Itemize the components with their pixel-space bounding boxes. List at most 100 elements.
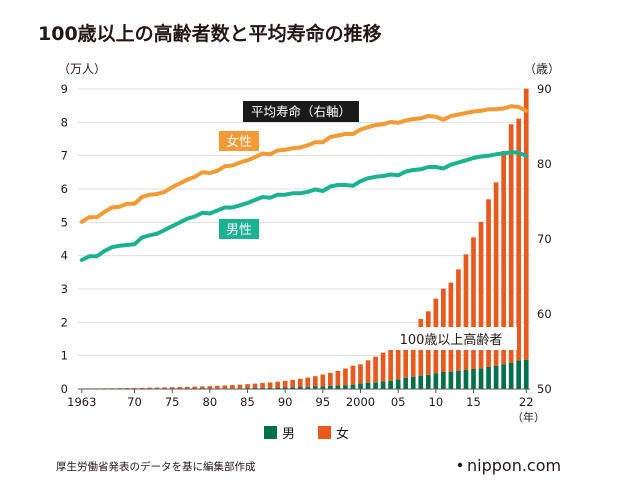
- bar-female: [350, 365, 356, 385]
- bar-female: [132, 387, 137, 389]
- bar-female: [267, 382, 273, 388]
- bar-female: [169, 387, 175, 389]
- bar-female: [207, 386, 213, 389]
- bar-male: [486, 367, 491, 389]
- bar-male: [403, 377, 409, 389]
- bar-male: [501, 364, 506, 389]
- bar-male: [350, 384, 356, 389]
- female-label-bg: [219, 131, 259, 151]
- bar-male: [441, 372, 446, 389]
- x-tick-label: 85: [240, 395, 255, 409]
- brand-logo: nippon.com: [467, 456, 561, 475]
- bar-female: [403, 334, 409, 378]
- bar-male: [282, 387, 288, 389]
- bar-female: [508, 124, 514, 363]
- x-axis: 1963 70 75 80 85 90 95 2000 05 10 15 22: [67, 389, 534, 409]
- male-label-bg: [219, 219, 259, 239]
- bar-female: [192, 386, 198, 389]
- left-axis-unit: （万人）: [58, 62, 106, 76]
- bar-female: [162, 387, 167, 389]
- bar-female: [523, 88, 529, 360]
- bar-female: [184, 386, 190, 389]
- bar-male: [343, 385, 348, 389]
- bar-female: [456, 269, 461, 371]
- male-label: 男性: [226, 223, 252, 238]
- bar-male: [425, 374, 431, 389]
- right-tick-label: 70: [537, 232, 552, 246]
- centenarians-label-bg: [385, 327, 517, 350]
- bar-male: [516, 360, 522, 389]
- line-series: [79, 104, 529, 262]
- legend-swatch-male: [264, 426, 277, 439]
- bar-male: [373, 382, 378, 389]
- x-tick-label: 2000: [346, 395, 375, 409]
- left-tick-label: 7: [61, 149, 68, 163]
- left-tick-label: 9: [61, 82, 68, 96]
- right-axis-unit: （歳）: [524, 62, 560, 76]
- x-tick-label: 22: [519, 395, 534, 409]
- bar-female: [282, 380, 288, 388]
- bar-female: [328, 372, 333, 386]
- left-tick-label: 0: [61, 382, 68, 396]
- left-tick-label: 3: [61, 282, 68, 296]
- right-tick-label: 60: [537, 307, 552, 321]
- bar-male: [320, 386, 326, 389]
- right-tick-label: 90: [537, 82, 552, 96]
- bar-male: [448, 371, 454, 389]
- bar-male: [418, 375, 424, 389]
- bar-male: [305, 386, 311, 389]
- bar-male: [335, 385, 341, 389]
- bar-female: [380, 352, 386, 382]
- bar-male: [471, 369, 476, 389]
- left-tick-label: 4: [61, 249, 68, 263]
- bar-female: [222, 385, 228, 389]
- bar-male: [388, 380, 393, 389]
- bar-female: [516, 118, 522, 361]
- chart-title: 100歳以上の高齢者数と平均寿命の推移: [38, 22, 382, 45]
- bar-female: [373, 356, 378, 383]
- bar-female: [154, 387, 160, 389]
- bar-female: [290, 379, 296, 388]
- male-life-line: [79, 150, 529, 262]
- bar-male: [463, 369, 469, 389]
- x-tick-label: 10: [429, 395, 444, 409]
- avg-life-label-bg: [243, 101, 359, 122]
- source-note: 厚生労働省発表のデータを基に編集部作成: [56, 460, 256, 473]
- bar-female: [463, 254, 469, 370]
- bar-female: [147, 387, 152, 389]
- bar-female: [388, 348, 393, 381]
- bar-male: [290, 387, 296, 389]
- right-tick-label: 80: [537, 157, 552, 171]
- bar-female: [297, 378, 303, 387]
- x-tick-label: 15: [466, 395, 481, 409]
- bar-female: [471, 237, 476, 369]
- bar-female: [501, 151, 506, 365]
- left-tick-label: 1: [61, 349, 68, 363]
- bar-male: [410, 376, 416, 389]
- bar-female: [343, 368, 348, 386]
- bar-male: [312, 386, 318, 389]
- bar-male: [523, 359, 529, 389]
- x-tick-label: 90: [278, 395, 293, 409]
- left-tick-label: 8: [61, 115, 68, 129]
- bar-female: [478, 222, 484, 369]
- bar-female: [252, 383, 258, 388]
- x-axis-unit: （年）: [512, 410, 545, 424]
- bar-male: [260, 387, 265, 389]
- bar-male: [508, 362, 514, 389]
- brand-dot-icon: [457, 462, 463, 468]
- gridlines: [78, 88, 530, 357]
- bar-female: [320, 374, 326, 387]
- x-tick-label: 70: [127, 395, 142, 409]
- bar-female: [365, 360, 371, 383]
- bar-male: [267, 387, 273, 389]
- left-tick-label: 2: [61, 315, 68, 329]
- bar-female: [486, 199, 491, 367]
- bar-female: [305, 377, 311, 387]
- bar-male: [433, 373, 439, 389]
- bar-female: [410, 327, 416, 377]
- x-tick-label: 1963: [67, 395, 96, 409]
- left-axis: 0 1 2 3 4 5 6 7 8 9: [61, 82, 68, 396]
- bar-female: [215, 385, 220, 389]
- bar-male: [275, 387, 280, 389]
